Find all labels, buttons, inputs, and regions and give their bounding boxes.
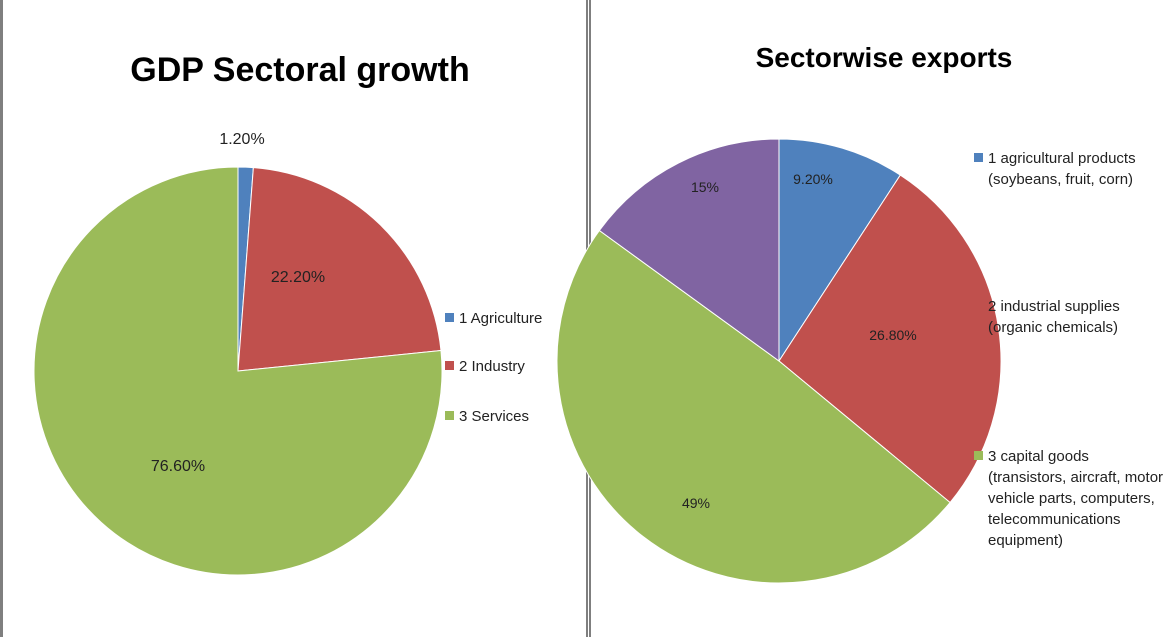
data-label: 22.20% [271,269,325,286]
data-label: 1.20% [219,131,264,148]
legend-label: 1 Agriculture [459,310,543,327]
exports-chart-panel: Sectorwise exports 9.20% 26.80% 49% 15% 1 a… [556,0,1168,637]
pie-slice-2-industry [237,167,442,372]
legend-swatch [445,313,454,322]
data-label: 49% [682,495,710,511]
legend-swatch [974,153,983,162]
chart-title: Sectorwise exports [755,42,1013,73]
legend-swatch [974,451,983,460]
pie-chart-exports: 9.20% 26.80% 49% 15% [556,138,1002,584]
pie-slice-1-agricultural-products-soybeans-fruit-corn [778,138,901,363]
data-label: 26.80% [869,327,916,343]
panel-border-left [0,0,3,637]
chart-title: GDP Sectoral growth [130,51,470,89]
pie-chart-gdp: 1.20% 22.20% 76.60% [33,131,443,576]
legend-item: 3 Services [445,406,529,427]
legend-label: 3 capital goods (transistors, aircraft, … [988,448,1164,549]
data-label: 15% [691,179,719,195]
legend-label: 1 agricultural products (soybeans, fruit… [988,150,1136,188]
gdp-chart-panel: GDP Sectoral growth 1.20% 22.20% 76.60% 1 … [0,0,589,637]
legend-item: 1 Agriculture [445,308,542,329]
legend-item: 2 industrial supplies (organic chemicals… [974,296,1166,338]
pie-slice-2-industrial-supplies-organic-chemicals [778,174,1002,504]
pie-slice-3-capital-goods-transistors-aircraft-motor-vehicle-parts-computers-telecommunications-equipment [556,229,951,584]
legend-label: 3 Services [459,408,530,425]
pie-slice-3-services [33,166,443,576]
legend-item: 1 agricultural products (soybeans, fruit… [974,148,1166,190]
legend-swatch [445,361,454,370]
legend-label: 2 industrial supplies (organic chemicals… [988,298,1120,336]
legend-item: 2 Industry [445,356,525,377]
data-label: 76.60% [151,458,205,475]
legend-swatch [974,301,983,310]
legend-swatch [445,411,454,420]
data-label: 9.20% [793,171,833,187]
pie-slice-15 [598,138,780,362]
legend-label: 2 Industry [459,358,525,375]
legend-item: 3 capital goods (transistors, aircraft, … [974,446,1166,551]
